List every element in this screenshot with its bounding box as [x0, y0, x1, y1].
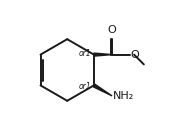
Text: O: O	[108, 25, 116, 35]
Text: O: O	[131, 50, 140, 60]
Text: NH₂: NH₂	[113, 91, 134, 101]
Polygon shape	[93, 84, 112, 96]
Text: or1: or1	[78, 82, 91, 91]
Text: or1: or1	[78, 49, 91, 58]
Polygon shape	[94, 53, 112, 56]
